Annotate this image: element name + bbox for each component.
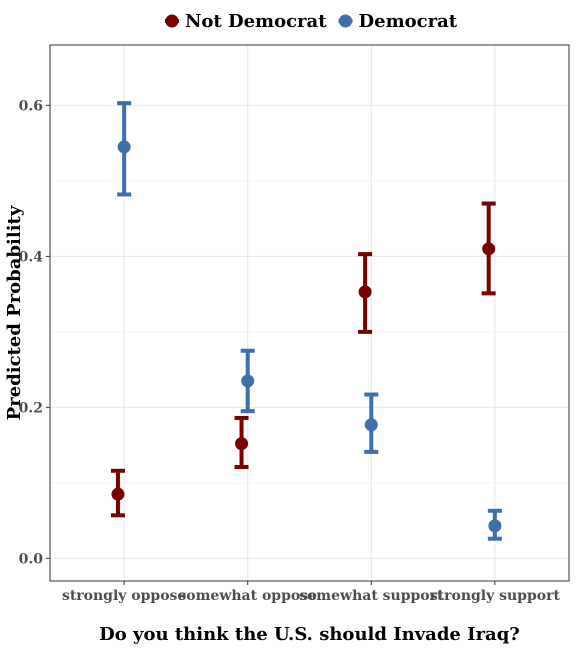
plot-panel bbox=[50, 45, 569, 581]
legend-key-point bbox=[165, 14, 179, 28]
x-tick-label: strongly oppose bbox=[62, 588, 186, 604]
legend-label: Democrat bbox=[359, 11, 458, 32]
data-point bbox=[364, 418, 378, 432]
legend-item-democrat: Democrat bbox=[338, 11, 458, 32]
data-point bbox=[482, 242, 496, 256]
series-democrat bbox=[117, 101, 502, 541]
legend: Not Democrat Democrat bbox=[164, 11, 458, 32]
grid bbox=[50, 45, 569, 581]
legend-item-not-democrat: Not Democrat bbox=[164, 11, 327, 32]
x-tick-label: somewhat support bbox=[299, 588, 444, 604]
y-tick-label: 0.6 bbox=[19, 98, 43, 114]
data-point bbox=[241, 374, 255, 388]
y-axis-title: Predicted Probability bbox=[4, 205, 25, 420]
data-point bbox=[111, 487, 125, 501]
data-point bbox=[488, 519, 502, 533]
data-marks bbox=[110, 101, 502, 541]
data-point bbox=[235, 437, 249, 451]
x-axis-title: Do you think the U.S. should Invade Iraq… bbox=[99, 624, 520, 645]
y-tick-label: 0.4 bbox=[19, 249, 44, 265]
data-point bbox=[117, 140, 131, 154]
y-tick-label: 0.0 bbox=[19, 551, 44, 567]
plot-border bbox=[49, 44, 570, 582]
y-tick-label: 0.2 bbox=[19, 400, 43, 416]
y-axis: 0.0 0.2 0.4 0.6 bbox=[19, 98, 50, 567]
x-tick-label: strongly support bbox=[430, 588, 561, 604]
legend-key-point bbox=[339, 14, 353, 28]
data-point bbox=[358, 285, 372, 299]
series-not-democrat bbox=[110, 201, 496, 518]
legend-label: Not Democrat bbox=[185, 11, 327, 32]
x-tick-label: somewhat oppose bbox=[178, 588, 317, 604]
